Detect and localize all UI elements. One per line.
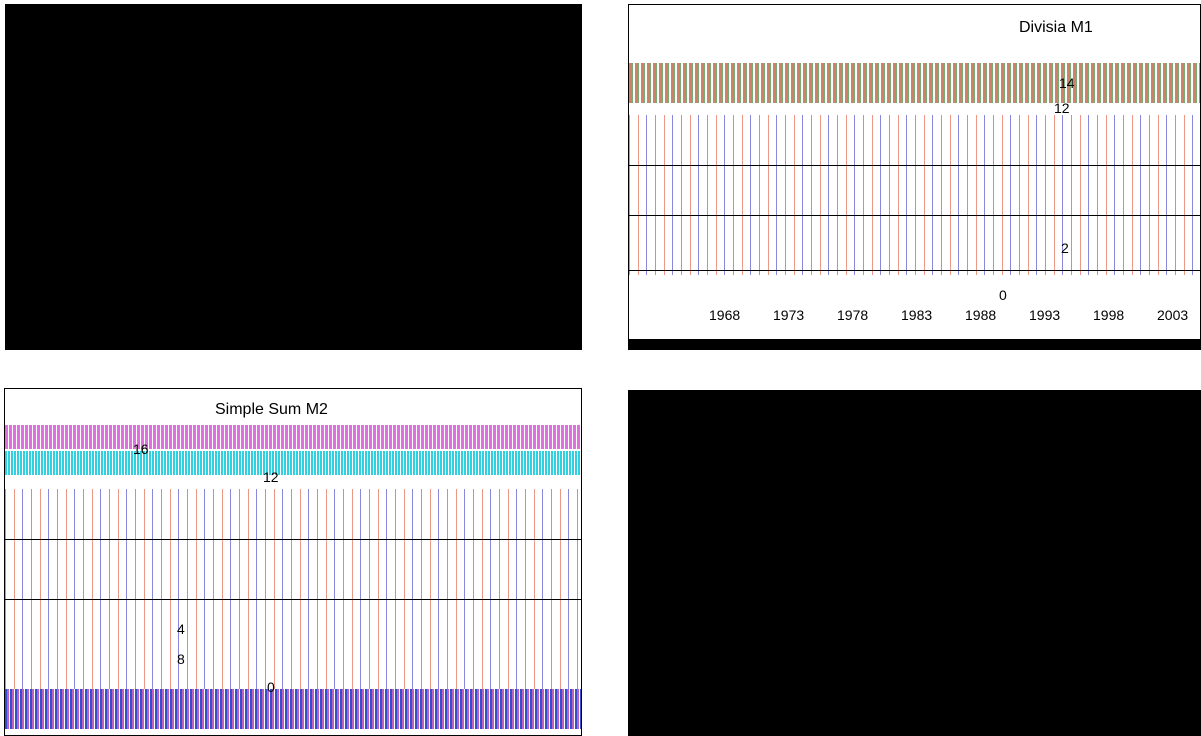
glitched-chart: Divisia M1 14 12 2 0 1968 1973 1978 1983 1988 199… [628, 4, 1201, 350]
y-tick-label: 12 [263, 469, 279, 485]
y-tick-label: 0 [999, 287, 1007, 303]
y-tick-label: 12 [1054, 100, 1070, 116]
y-tick-label: 16 [133, 441, 149, 457]
glitched-chart: Simple Sum M2 16 12 4 8 0 [4, 388, 582, 736]
blank-panel [628, 390, 1201, 736]
x-tick-label: 1973 [773, 307, 805, 323]
chart-title: Divisia M1 [1019, 19, 1093, 36]
x-tick-label: 1998 [1093, 307, 1125, 323]
x-tick-label: 1978 [837, 307, 869, 323]
y-tick-label: 8 [177, 651, 185, 667]
y-tick-label: 2 [1061, 240, 1069, 256]
x-tick-label: 2003 [1157, 307, 1189, 323]
y-tick-label: 14 [1059, 75, 1075, 91]
x-tick-label: 1988 [965, 307, 997, 323]
x-tick-label: 1993 [1029, 307, 1061, 323]
x-tick-label: 1983 [901, 307, 933, 323]
y-tick-label: 0 [267, 679, 275, 695]
x-tick-label: 1968 [709, 307, 741, 323]
y-tick-label: 4 [177, 621, 185, 637]
chart-title: Simple Sum M2 [215, 401, 328, 418]
blank-panel [5, 4, 582, 350]
